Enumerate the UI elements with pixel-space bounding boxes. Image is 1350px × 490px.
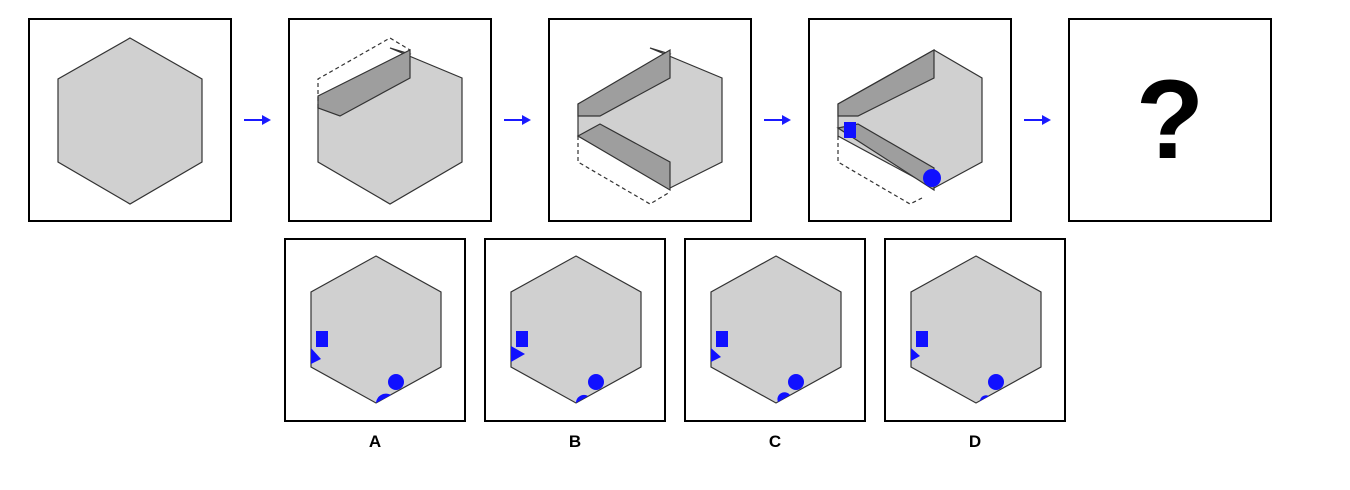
half-circle-marker-icon [777, 392, 790, 402]
folded-strip-bottom [576, 123, 671, 192]
right-arrow-icon [764, 115, 791, 125]
triangle-marker-icon [511, 346, 525, 362]
option-d-label[interactable]: D [968, 432, 982, 451]
circle-marker-icon [788, 374, 804, 390]
hexagon-fold-top-figure [317, 37, 463, 205]
half-circle-marker-icon [376, 393, 391, 403]
circle-marker-icon [588, 374, 604, 390]
right-arrow-icon [244, 115, 271, 125]
hexagon-fold-markers-figure [836, 48, 983, 205]
circle-marker-icon [923, 169, 941, 187]
option-d-figure [910, 255, 1042, 404]
option-a-figure [310, 255, 442, 404]
original-outline-dashed [317, 37, 411, 108]
original-outline-dashed [577, 136, 671, 205]
square-marker-icon [716, 331, 728, 347]
option-d-panel[interactable] [884, 238, 1066, 422]
sequence-panel-4 [808, 18, 1012, 222]
option-c-figure [710, 255, 842, 404]
hexagon-figure [57, 37, 203, 205]
hexagon [910, 255, 1042, 404]
hexagon [710, 255, 842, 404]
right-arrow-icon [504, 115, 531, 125]
option-a-label[interactable]: A [368, 432, 382, 451]
half-circle-marker-icon [575, 394, 588, 403]
circle-marker-icon [988, 374, 1004, 390]
question-panel: ? [1068, 18, 1272, 222]
triangle-marker-icon [911, 348, 920, 361]
triangle-marker-icon [711, 348, 721, 362]
square-marker-icon [316, 331, 328, 347]
square-marker-icon [844, 122, 856, 138]
hexagon-fold-both-figure [576, 47, 723, 205]
square-marker-icon [516, 331, 528, 347]
sequence-panel-2 [288, 18, 492, 222]
folded-strip-top [837, 48, 935, 117]
question-mark: ? [1135, 57, 1205, 182]
option-b-panel[interactable] [484, 238, 666, 422]
option-b-figure [510, 255, 642, 404]
hexagon [310, 255, 442, 404]
circle-marker-icon [388, 374, 404, 390]
option-b-label[interactable]: B [568, 432, 582, 451]
option-a-panel[interactable] [284, 238, 466, 422]
right-arrow-icon [1024, 115, 1051, 125]
square-marker-icon [916, 331, 928, 347]
option-c-panel[interactable] [684, 238, 866, 422]
triangle-marker-icon [311, 348, 321, 364]
option-c-label[interactable]: C [768, 432, 782, 451]
sequence-panel-3 [548, 18, 752, 222]
hexagon [57, 37, 203, 205]
sequence-panel-1 [28, 18, 232, 222]
hexagon [510, 255, 642, 404]
folded-strip-top [577, 48, 671, 117]
half-circle-marker-icon [980, 395, 989, 401]
